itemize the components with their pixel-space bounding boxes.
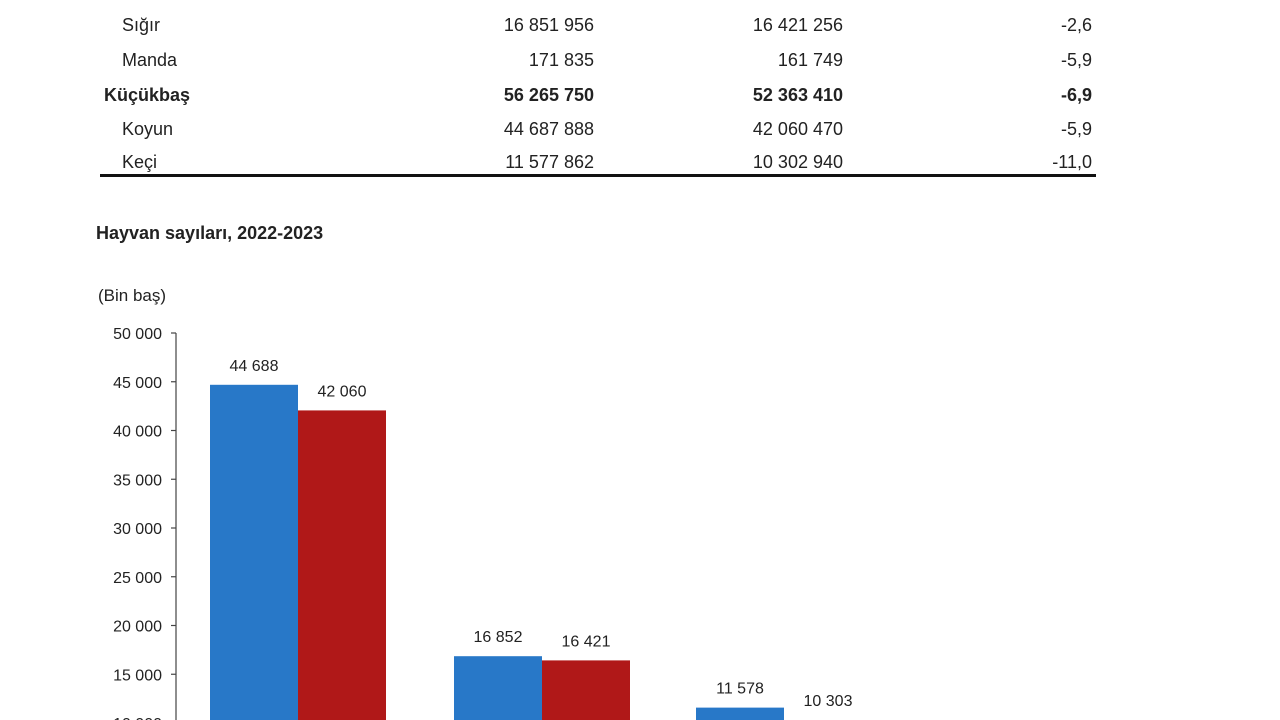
y-tick-label: 20 000 [113,619,162,636]
livestock-table: Sığır 16 851 956 16 421 256 -2,6 Manda 1… [100,0,1096,180]
y-tick-label: 45 000 [113,375,162,392]
bar [210,384,298,720]
table-cell-change: -5,9 [1060,50,1092,70]
bar [454,656,542,720]
table-row: Koyun 44 687 888 42 060 470 -5,9 [100,114,1096,144]
y-tick-label: 40 000 [113,424,162,441]
table-row-group: Küçükbaş 56 265 750 52 363 410 -6,9 [100,80,1096,110]
table-cell-name: Küçükbaş [104,85,191,105]
table-cell-name: Keçi [122,152,158,172]
y-tick-label: 25 000 [113,570,162,587]
bar-value-label: 16 421 [562,633,611,650]
bars [210,384,784,720]
bar-value-label: 42 060 [318,383,367,400]
table-cell-name: Manda [122,50,178,70]
table-cell-2023: 10 302 940 [752,152,843,172]
table-cell-2022: 171 835 [528,50,594,70]
table-cell-2022: 44 687 888 [503,119,594,139]
table-cell-2023: 161 749 [777,50,843,70]
table-cell-2022: 16 851 956 [503,15,594,35]
bar-value-label: 11 578 [716,681,764,698]
table-cell-change: -5,9 [1060,119,1092,139]
chart-title: Hayvan sayıları, 2022-2023 [96,223,324,243]
bar-value-label: 10 303 [804,693,853,710]
table-cell-2022: 56 265 750 [503,85,594,105]
table-cell-name: Koyun [122,119,174,139]
table-cell-2023: 42 060 470 [752,119,843,139]
table-cell-change: -11,0 [1052,152,1092,172]
y-tick-label: 15 000 [113,667,162,684]
y-axis: 10 000 15 000 20 000 25 000 30 000 35 000 40 0… [113,326,177,720]
table-cell-2023: 52 363 410 [752,85,843,105]
table-cell-2023: 16 421 256 [752,15,843,35]
table-bottom-rule [100,174,1096,177]
bar [298,410,386,720]
table-cell-change: -2,6 [1060,15,1092,35]
y-tick-label: 30 000 [113,521,162,538]
table-cell-name: Sığır [122,15,161,35]
y-tick-label: 35 000 [113,472,162,489]
bar-value-label: 44 688 [230,358,279,375]
bar-value-label: 16 852 [474,629,523,646]
data-labels: 44 688 16 852 11 578 42 060 16 421 10 303 [230,358,853,710]
y-axis-unit-label: (Bin baş) [98,286,167,305]
y-tick-label: 10 000 [113,716,162,720]
bar [696,707,784,720]
table-row: Manda 171 835 161 749 -5,9 [100,45,1096,75]
y-tick-label: 50 000 [113,326,162,343]
table-cell-change: -6,9 [1060,85,1092,105]
bar [542,660,630,720]
table-row: Keçi 11 577 862 10 302 940 -11,0 [100,147,1096,177]
table-row: Sığır 16 851 956 16 421 256 -2,6 [100,10,1096,40]
table-cell-2022: 11 577 862 [505,152,594,172]
